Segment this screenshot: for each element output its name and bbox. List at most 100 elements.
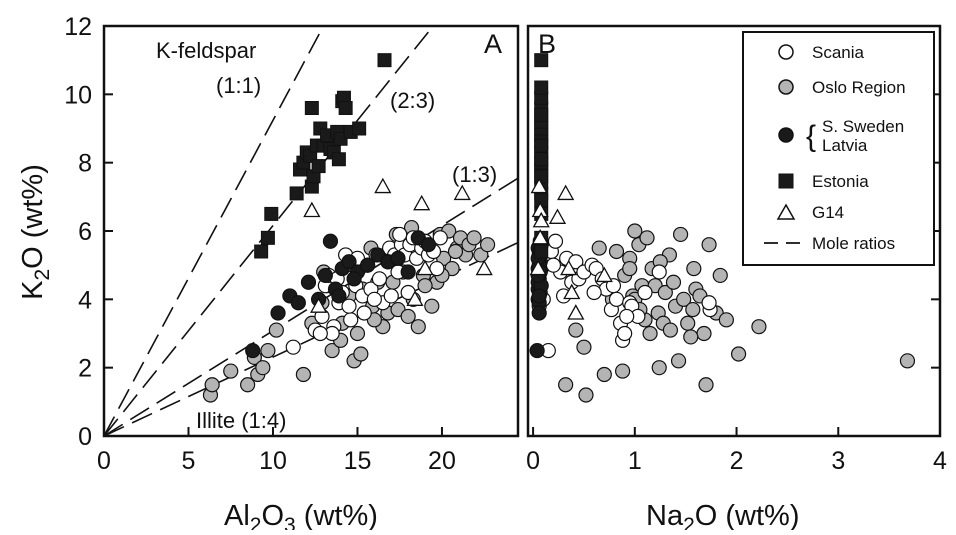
- point-b-oslo-region: [608, 243, 625, 260]
- point-a-scania: [392, 226, 408, 243]
- point-a-estonia: [289, 186, 304, 201]
- point-b-oslo-region: [568, 322, 584, 338]
- point-b-oslo-region: [639, 230, 655, 246]
- point-b-scania: [619, 308, 635, 325]
- point-b-estonia: [534, 53, 549, 68]
- point-a-scania: [341, 298, 357, 314]
- point-a-oslo-region: [240, 377, 256, 393]
- point-a-estonia: [311, 159, 326, 174]
- y-tick-label: 0: [78, 423, 92, 451]
- point-b-oslo-region: [657, 284, 673, 301]
- legend-marker-scania: [778, 44, 794, 60]
- point-b-oslo-region: [578, 387, 594, 403]
- legend-entry-sweden-latvia: { S. Sweden Latvia: [778, 117, 904, 155]
- mole-ratio-line-1-1: [103, 25, 325, 437]
- x-tick-label-a: 10: [259, 447, 287, 475]
- annotation-ratio-1-3: (1:3): [452, 162, 497, 187]
- point-a-oslo-region: [447, 243, 464, 260]
- legend-marker-estonia: [778, 173, 794, 189]
- point-a-oslo-region: [479, 237, 496, 253]
- x-tick-label-b: 2: [730, 447, 744, 475]
- point-a-s-sweden-latvia: [346, 271, 362, 287]
- point-b-s-sweden-latvia: [529, 342, 545, 359]
- point-b-oslo-region: [622, 260, 638, 277]
- point-b-oslo-region: [591, 240, 607, 256]
- point-b-estonia: [534, 169, 549, 184]
- panel-letter-b: B: [538, 29, 556, 59]
- point-a-g14: [475, 259, 493, 276]
- legend-label-g14: G14: [812, 203, 844, 222]
- point-a-oslo-region: [400, 308, 416, 325]
- point-a-scania: [343, 312, 359, 328]
- point-b-oslo-region: [718, 312, 734, 328]
- point-b-estonia: [534, 107, 549, 122]
- point-a-oslo-region: [268, 322, 284, 338]
- point-a-s-sweden-latvia: [245, 342, 261, 359]
- point-a-s-sweden-latvia: [360, 257, 376, 273]
- y-tick-label: 6: [78, 218, 92, 246]
- point-b-scania: [547, 233, 564, 249]
- point-b-scania: [586, 284, 602, 301]
- point-a-estonia: [338, 101, 353, 115]
- point-b-oslo-region: [665, 274, 682, 290]
- point-b-oslo-region: [615, 363, 631, 379]
- point-b-scania: [617, 325, 633, 342]
- y-tick-label: 4: [78, 286, 92, 314]
- legend-entry-scania: Scania: [778, 43, 865, 62]
- x-tick-label-b: 0: [526, 447, 540, 475]
- point-a-s-sweden-latvia: [331, 288, 347, 304]
- point-b-s-sweden-latvia: [531, 305, 547, 321]
- x-axis-title-a: Al2O3 (wt%): [224, 500, 378, 530]
- point-b-scania: [545, 257, 562, 273]
- point-b-g14: [563, 283, 581, 300]
- x-tick-label-a: 5: [182, 447, 196, 475]
- point-a-scania: [432, 230, 448, 246]
- annotation-ratio-2-3: (2:3): [390, 88, 435, 113]
- legend-label-sweden: S. Sweden: [822, 117, 904, 136]
- point-a-s-sweden-latvia: [322, 233, 339, 249]
- point-b-g14: [532, 211, 550, 228]
- point-a-scania: [371, 271, 388, 287]
- point-a-oslo-region: [417, 278, 433, 294]
- point-a-s-sweden-latvia: [300, 274, 317, 290]
- point-a-scania: [383, 288, 399, 304]
- svg-text:K2O (wt%): K2O (wt%): [17, 164, 54, 300]
- panel-b-points: [529, 53, 916, 403]
- point-a-oslo-region: [255, 360, 271, 376]
- legend-entry-mole-ratios: Mole ratios: [764, 234, 895, 253]
- point-a-estonia: [264, 206, 279, 221]
- legend-marker-g14: [776, 203, 796, 220]
- point-a-estonia: [377, 53, 392, 68]
- legend-marker-oslo: [778, 79, 794, 95]
- point-a-scania: [285, 339, 301, 355]
- y-tick-label: 10: [64, 81, 92, 109]
- point-b-scania: [701, 295, 717, 311]
- legend-label-oslo: Oslo Region: [812, 78, 906, 97]
- point-b-s-sweden-latvia: [531, 288, 547, 304]
- point-a-scania: [356, 305, 372, 321]
- point-a-oslo-region: [260, 342, 276, 359]
- legend-label-latvia: Latvia: [822, 136, 868, 155]
- x-tick-label-a: 20: [428, 447, 456, 475]
- point-a-s-sweden-latvia: [317, 267, 333, 284]
- point-b-oslo-region: [698, 377, 714, 393]
- point-a-s-sweden-latvia: [420, 237, 437, 253]
- point-a-g14: [406, 290, 424, 306]
- point-b-oslo-region: [701, 237, 717, 253]
- legend-label-mole-ratios: Mole ratios: [812, 234, 895, 253]
- legend-entry-g14: G14: [776, 203, 844, 222]
- y-axis-title: K2O (wt%): [17, 164, 54, 300]
- point-b-oslo-region: [685, 301, 701, 318]
- point-a-s-sweden-latvia: [390, 250, 406, 266]
- point-b-oslo-region: [651, 360, 667, 376]
- legend-entry-oslo: Oslo Region: [778, 78, 906, 97]
- point-b-scania: [651, 264, 667, 280]
- point-a-oslo-region: [204, 377, 220, 393]
- mole-ratio-line-1-3: [103, 177, 519, 437]
- point-b-scania: [608, 291, 625, 307]
- point-b-oslo-region: [596, 366, 612, 383]
- point-b-oslo-region: [686, 260, 702, 277]
- point-b-g14: [548, 208, 567, 224]
